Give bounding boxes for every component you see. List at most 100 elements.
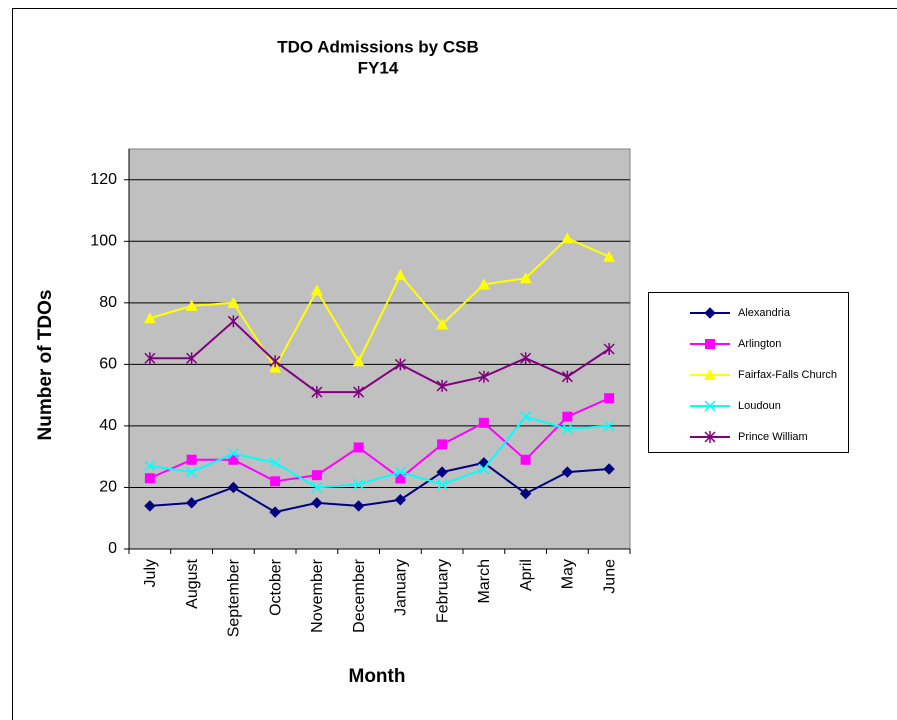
- x-tick-label: April: [518, 559, 535, 591]
- x-axis-label: Month: [349, 666, 406, 687]
- x-tick-label: June: [601, 559, 618, 594]
- legend-label: Alexandria: [738, 307, 791, 319]
- legend: Alexandria Arlington Fairfax-Falls Church L…: [648, 292, 849, 453]
- marker: [311, 470, 322, 481]
- marker: [353, 442, 364, 453]
- marker: [519, 487, 532, 500]
- legend-marker: [704, 369, 716, 380]
- marker: [436, 318, 449, 330]
- legend-label: Loudoun: [738, 400, 781, 412]
- marker: [270, 476, 281, 487]
- marker: [394, 466, 406, 478]
- marker: [603, 420, 615, 432]
- marker: [395, 473, 406, 484]
- y-tick-label: 40: [99, 417, 117, 434]
- plot-area: [128, 148, 631, 550]
- marker: [561, 232, 574, 244]
- marker: [520, 411, 532, 423]
- marker: [144, 460, 156, 472]
- marker: [310, 284, 323, 296]
- x-tick-label: February: [434, 559, 451, 623]
- y-tick-label: 20: [99, 479, 117, 496]
- x-tick-label: August: [184, 558, 201, 608]
- y-axis-label: Number of TDOs: [35, 290, 56, 441]
- series-line: [149, 461, 610, 514]
- legend-marker: [705, 339, 715, 349]
- x-tick-label: October: [267, 558, 284, 616]
- legend-box: [648, 292, 849, 453]
- x-tick-label: January: [393, 559, 410, 616]
- marker: [185, 299, 198, 311]
- marker: [604, 393, 615, 404]
- series: [144, 315, 615, 399]
- marker: [603, 343, 615, 355]
- series-line: [149, 237, 610, 370]
- legend-label: Arlington: [738, 338, 781, 350]
- x-tick-label: November: [309, 558, 326, 632]
- marker: [603, 250, 616, 262]
- x-tick-label: December: [351, 558, 368, 632]
- x-tick-label: July: [142, 559, 159, 587]
- marker: [478, 463, 490, 475]
- marker: [311, 386, 323, 399]
- marker: [394, 494, 407, 506]
- marker: [227, 481, 240, 494]
- legend-label: Fairfax-Falls Church: [738, 369, 837, 381]
- marker: [436, 379, 448, 392]
- series: [144, 411, 615, 493]
- marker: [519, 272, 532, 284]
- marker: [561, 423, 573, 435]
- marker: [478, 370, 490, 383]
- marker: [520, 352, 532, 365]
- marker: [144, 352, 156, 365]
- marker: [352, 500, 365, 512]
- marker: [353, 478, 365, 490]
- series-line: [149, 397, 610, 483]
- chart-subtitle: FY14: [358, 58, 399, 77]
- marker: [186, 454, 197, 465]
- series: [144, 393, 615, 487]
- y-tick-label: 80: [99, 294, 117, 311]
- marker: [311, 481, 323, 493]
- marker: [227, 315, 239, 328]
- x-tick-label: September: [226, 558, 243, 637]
- marker: [437, 439, 448, 450]
- marker: [144, 500, 156, 512]
- marker: [227, 296, 240, 308]
- marker: [269, 457, 281, 469]
- marker: [477, 278, 490, 290]
- marker: [144, 473, 155, 484]
- marker: [186, 466, 198, 478]
- series-line: [149, 415, 610, 489]
- marker: [227, 448, 239, 460]
- marker: [186, 352, 198, 365]
- marker: [185, 497, 198, 509]
- y-tick-label: 120: [90, 171, 117, 188]
- marker: [269, 355, 281, 368]
- marker: [436, 466, 448, 478]
- x-tick-label: March: [476, 559, 493, 603]
- marker: [561, 466, 574, 478]
- marker: [478, 417, 489, 428]
- y-tick-label: 60: [99, 356, 117, 373]
- marker: [311, 497, 323, 509]
- legend-marker: [704, 431, 716, 443]
- series: [143, 232, 616, 373]
- marker: [394, 358, 406, 371]
- y-tick-label: 100: [90, 233, 117, 250]
- series: [144, 457, 615, 518]
- y-tick-label: 0: [108, 540, 117, 557]
- marker: [561, 370, 573, 383]
- marker: [352, 355, 365, 367]
- legend-label: Prince William: [738, 431, 808, 443]
- marker: [562, 411, 573, 422]
- marker: [436, 478, 448, 490]
- marker: [269, 506, 281, 518]
- marker: [394, 269, 407, 281]
- marker: [603, 463, 615, 475]
- legend-marker: [704, 400, 716, 412]
- legend-marker: [704, 307, 716, 319]
- marker: [228, 454, 239, 465]
- series-line: [149, 319, 610, 394]
